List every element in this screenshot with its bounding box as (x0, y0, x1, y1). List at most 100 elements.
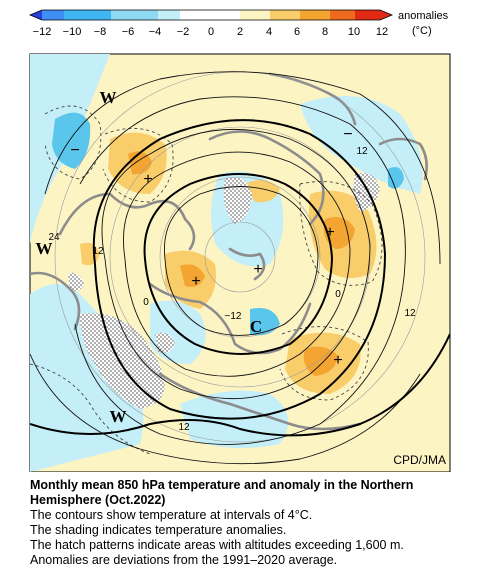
terrain-hatch (155, 332, 175, 353)
strong-warm-area (180, 264, 205, 287)
contour-label: 0 (143, 297, 149, 308)
colorbar-tick-label: −4 (149, 26, 162, 38)
warm-centre-letter: W (100, 88, 117, 107)
bold-temperature-contour (30, 333, 450, 437)
coastline (268, 72, 357, 126)
colorbar-tick-label: 10 (348, 26, 360, 38)
cold-area (388, 166, 404, 189)
colorbar-tick-label: −10 (63, 26, 82, 38)
coastline (58, 192, 196, 251)
zero-anomaly-line (44, 105, 102, 180)
coastline (378, 137, 428, 181)
colorbar-tick-label: 0 (208, 26, 214, 38)
coastline (30, 271, 81, 331)
latitude-circle (159, 176, 321, 338)
colorbar-tick-label: 6 (294, 26, 300, 38)
colorbar-outline (28, 9, 394, 21)
anomaly-sign: + (253, 261, 262, 278)
colorbar-segment (158, 10, 180, 20)
high-terrain-hatching (68, 173, 380, 409)
zero-anomaly-line (102, 127, 174, 203)
contour-labels: 12 24 12 0 −12 0 12 12 (48, 146, 416, 433)
caption-text-line: The shading indicates temperature anomal… (30, 523, 287, 537)
colorbar-segment (270, 10, 300, 20)
anomaly-sign: + (333, 352, 342, 369)
colorbar-segments (28, 9, 394, 21)
figure-caption: Monthly mean 850 hPa temperature and ano… (30, 478, 470, 568)
anomaly-colorbar: −12 −10 −8 −6 −4 −2 0 2 4 6 8 10 12 anom… (28, 9, 449, 38)
coastline (208, 130, 325, 226)
caption-title-line: Hemisphere (Oct.2022) (30, 493, 166, 507)
contour-label: 12 (92, 246, 104, 257)
contour-label: 12 (178, 422, 190, 433)
colorbar-tick-label: 2 (237, 26, 243, 38)
colorbar-segment (240, 10, 270, 20)
anomaly-sign: − (343, 126, 352, 143)
strong-warm-anomaly-areas (128, 151, 355, 376)
bold-temperature-contours (30, 119, 450, 437)
warm-centre-letter: W (36, 239, 53, 258)
anomaly-sign: − (70, 142, 79, 159)
caption-text-line: Anomalies are deviations from the 1991–2… (30, 553, 338, 567)
contour-label: 12 (356, 146, 368, 157)
colorbar-segment (330, 10, 355, 20)
colorbar-tick-label: −8 (94, 26, 107, 38)
coastline (228, 247, 266, 281)
coastline (148, 282, 312, 355)
anomaly-sign: + (143, 171, 152, 188)
strong-warm-area (323, 216, 355, 249)
polar-stereographic-map: 12 24 12 0 −12 0 12 12 W W W C + + + + +… (29, 53, 451, 472)
colorbar-segment (30, 10, 42, 20)
colorbar-segment (42, 10, 64, 20)
cold-area (250, 308, 280, 336)
temperature-contour (101, 128, 371, 399)
contour-label: −12 (225, 311, 242, 322)
bold-temperature-contour (143, 173, 334, 355)
terrain-hatch (68, 272, 84, 292)
anomaly-signs: + + + + + − − (70, 126, 352, 369)
colorbar-segment (111, 10, 158, 20)
terrain-hatch (80, 313, 165, 409)
colorbar-tick-label: −2 (177, 26, 190, 38)
warm-centre-letter: W (110, 407, 127, 426)
contour-label: 24 (48, 232, 60, 243)
cold-centre-letter: C (250, 317, 262, 336)
colorbar-tick-label: −12 (33, 26, 52, 38)
colorbar-tick-label: 12 (376, 26, 388, 38)
colorbar-unit-label: anomalies (398, 10, 449, 22)
colorbar-ticks: −12 −10 −8 −6 −4 −2 0 2 4 6 8 10 12 (33, 26, 388, 38)
colorbar-tick-label: 8 (322, 26, 328, 38)
temperature-contour (30, 353, 421, 465)
terrain-hatch (223, 177, 252, 224)
zero-anomaly-line (299, 181, 383, 286)
neutral-area (30, 284, 144, 472)
coastlines (30, 72, 428, 431)
temperature-contour (74, 96, 406, 445)
temperature-contour (164, 186, 319, 336)
anomaly-sign: + (325, 224, 334, 241)
anomaly-sign: + (191, 273, 200, 290)
colorbar-tick-label: −6 (122, 26, 135, 38)
temperature-contours (30, 71, 441, 465)
colorbar-segment (380, 10, 392, 20)
coastline (158, 372, 362, 431)
colorbar-tick-label: 4 (266, 26, 272, 38)
warm-area (245, 180, 280, 203)
strong-warm-area (303, 346, 338, 376)
colorbar-segment (64, 10, 111, 20)
caption-text-line: The hatch patterns indicate areas with a… (30, 538, 404, 552)
latitude-circle (204, 221, 276, 293)
map-credit: CPD/JMA (393, 453, 446, 467)
colorbar-unit: (°C) (412, 25, 432, 37)
temperature-contour (123, 151, 351, 377)
caption-title-line: Monthly mean 850 hPa temperature and ano… (30, 478, 414, 492)
centre-letters: W W W C (36, 88, 263, 426)
zero-anomaly-line (30, 363, 151, 455)
contour-label: 0 (335, 289, 341, 300)
contour-label: 12 (404, 308, 416, 319)
colorbar-segment (180, 10, 240, 20)
warm-anomaly-areas (80, 132, 377, 394)
colorbar-segment (355, 10, 380, 20)
colorbar-segment (300, 10, 330, 20)
bold-temperature-contour (92, 119, 387, 420)
